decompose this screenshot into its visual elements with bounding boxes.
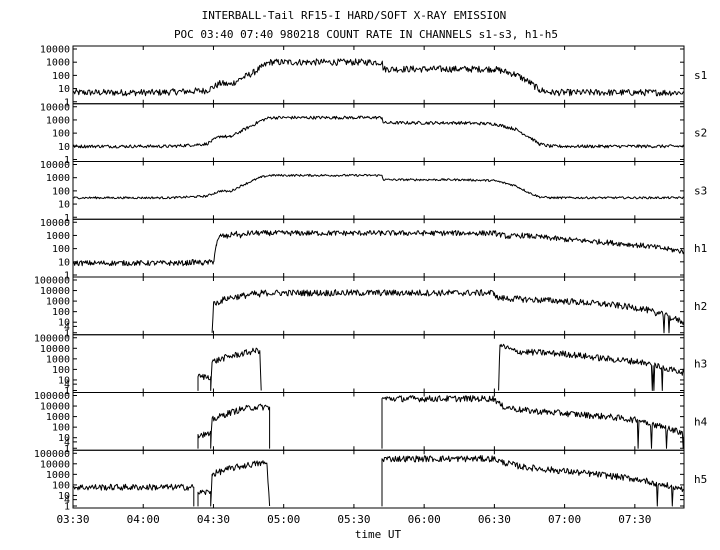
series-h4-line [382,396,684,449]
y-tick-label: 10000 [40,402,70,413]
y-tick-label: 10 [58,200,70,211]
y-tick-label: 10000 [40,218,70,229]
y-tick-label: 10000 [40,45,70,56]
y-tick-label: 10 [58,318,70,329]
y-tick-label: 100000 [34,391,70,402]
chart-title: INTERBALL-Tail RF15-I HARD/SOFT X-RAY EM… [202,9,507,22]
y-tick-label: 1000 [46,58,70,69]
y-tick-label: 100 [52,307,70,318]
panel-frame [73,393,684,451]
y-tick-label: 10 [58,142,70,153]
y-tick-label: 100 [52,365,70,376]
y-tick-label: 100 [52,423,70,434]
y-tick-label: 1000 [46,470,70,481]
y-tick-label: 100000 [34,333,70,344]
channel-label: h3 [694,358,707,371]
panel-frame [73,46,684,104]
panel-frame [73,104,684,162]
panel-frame [73,450,684,508]
y-tick-label: 1000 [46,231,70,242]
series-h1-line [73,231,684,266]
series-s3-line [73,174,684,199]
series-h5-line [382,456,684,506]
x-axis-label: time UT [355,528,402,541]
y-tick-label: 10000 [40,160,70,171]
x-tick-label: 04:30 [197,513,230,526]
y-tick-label: 10 [58,84,70,95]
y-tick-label: 1000 [46,412,70,423]
series-h3-line [198,348,261,390]
y-tick-label: 1000 [46,115,70,126]
x-axis: 03:30 04:00 04:30 05:00 05:30 06:00 06:30 07:00… [56,513,651,526]
series-s1-line [73,59,684,96]
channel-label: h1 [694,242,707,255]
panel-frame [73,277,684,335]
x-tick-label: 04:00 [127,513,160,526]
panel-frame [73,335,684,393]
y-tick-label: 10 [58,375,70,386]
series-h3-line [499,344,684,390]
series-h5-line [198,461,270,506]
panels-layer: 110100100010000s1110100100010000s2110100… [34,45,708,513]
y-tick-label: 1000 [46,173,70,184]
y-tick-label: 100 [52,244,70,255]
channel-label: h2 [694,300,707,313]
y-tick-label: 10 [58,433,70,444]
x-tick-label: 06:00 [408,513,441,526]
panel-frame [73,219,684,277]
x-tick-label: 07:00 [548,513,581,526]
x-tick-label: 06:30 [478,513,511,526]
y-tick-label: 100 [52,129,70,140]
x-tick-label: 05:30 [337,513,370,526]
channel-label: s2 [694,127,707,140]
y-tick-label: 1000 [46,297,70,308]
x-tick-label: 03:30 [56,513,89,526]
y-tick-label: 10 [58,257,70,268]
channel-label: s1 [694,69,707,82]
series-h2-line [212,290,684,333]
y-tick-label: 10000 [40,344,70,355]
y-tick-label: 10000 [40,102,70,113]
y-tick-label: 10000 [40,459,70,470]
channel-label: s3 [694,184,707,197]
chart-subtitle: POC 03:40 07:40 980218 COUNT RATE IN CHA… [174,28,558,41]
y-tick-label: 10 [58,491,70,502]
panel-frame [73,162,684,220]
y-tick-label: 100 [52,480,70,491]
y-tick-label: 10000 [40,286,70,297]
y-tick-label: 100 [52,186,70,197]
x-tick-label: 05:00 [267,513,300,526]
series-h5-line [73,484,194,506]
y-tick-label: 100000 [34,276,70,287]
channel-label: h4 [694,415,708,428]
series-h4-line [198,404,270,448]
y-tick-label: 100 [52,71,70,82]
x-tick-label: 07:30 [618,513,651,526]
y-tick-label: 100000 [34,449,70,460]
series-s2-line [73,116,684,148]
y-tick-label: 1000 [46,354,70,365]
channel-label: h5 [694,473,707,486]
